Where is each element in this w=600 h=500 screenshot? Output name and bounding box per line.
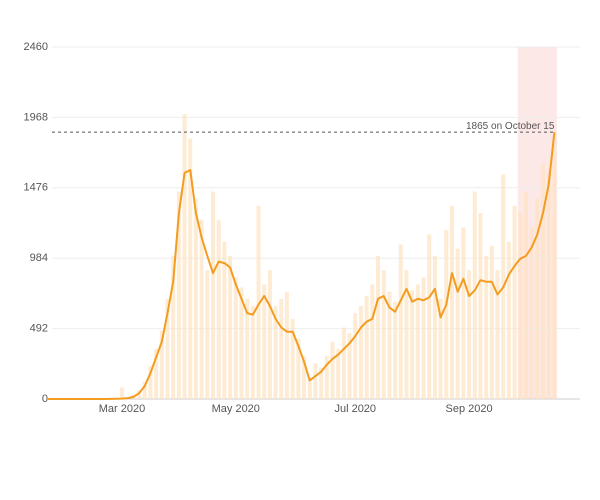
bar (489, 245, 494, 399)
bar (336, 348, 341, 399)
y-tick-label: 0 (42, 393, 48, 405)
bar (119, 387, 124, 399)
bar (159, 330, 164, 399)
bar (370, 284, 375, 399)
bar (387, 291, 392, 399)
bar (171, 255, 176, 399)
bar (461, 227, 466, 399)
bar (523, 191, 528, 399)
bar (404, 270, 409, 399)
bar (393, 301, 398, 399)
annotation-text: 1865 on October 15 (466, 121, 555, 132)
bar (478, 212, 483, 399)
bar (290, 318, 295, 399)
bar (472, 191, 477, 399)
bar (193, 198, 198, 399)
bar (506, 241, 511, 399)
bar (432, 255, 437, 399)
bar (467, 270, 472, 399)
bar (267, 270, 272, 399)
bar (233, 277, 238, 399)
y-tick-label: 1476 (24, 182, 48, 194)
bar (376, 255, 381, 399)
bar (245, 298, 250, 399)
bar (410, 290, 415, 399)
bar (381, 270, 386, 399)
bar (529, 227, 534, 399)
bar (552, 134, 557, 399)
bar (541, 162, 546, 399)
bar (148, 366, 153, 399)
bar (205, 270, 210, 399)
bar (216, 220, 221, 399)
bar (444, 230, 449, 399)
bar (415, 284, 420, 399)
y-tick-label: 1968 (24, 111, 48, 123)
bar (142, 381, 147, 399)
x-tick-label: Mar 2020 (99, 403, 145, 415)
bar (302, 356, 307, 399)
bar (273, 305, 278, 399)
x-tick-label: May 2020 (212, 403, 260, 415)
bar (307, 377, 312, 399)
bar (398, 244, 403, 399)
bar (182, 114, 187, 400)
bar (484, 255, 489, 399)
bar (279, 298, 284, 399)
line (48, 131, 556, 400)
bar (154, 348, 159, 399)
bar (341, 327, 346, 399)
y-tick-label: 492 (30, 323, 48, 335)
bar (228, 255, 233, 399)
bar (250, 305, 255, 399)
bar (211, 191, 216, 399)
bar (364, 295, 369, 399)
bar (495, 270, 500, 399)
bar (256, 205, 261, 399)
bar (176, 191, 181, 399)
bar (188, 138, 193, 399)
bar (438, 298, 443, 399)
bar (449, 205, 454, 399)
bar (284, 291, 289, 399)
bar (239, 287, 244, 399)
bar (199, 220, 204, 399)
bar (546, 170, 551, 399)
y-tick-label: 984 (30, 252, 48, 264)
bar (222, 241, 227, 399)
bar (319, 367, 324, 399)
bar (535, 198, 540, 399)
y-tick-label: 2460 (24, 41, 48, 53)
bar (455, 248, 460, 399)
bar (518, 212, 523, 399)
bar (324, 356, 329, 399)
bar (358, 305, 363, 399)
x-tick-label: Jul 2020 (334, 403, 376, 415)
bar (165, 298, 170, 399)
bar (512, 205, 517, 399)
bar (296, 338, 301, 399)
bar (421, 277, 426, 399)
bar (427, 234, 432, 399)
bar (347, 333, 352, 399)
x-tick-label: Sep 2020 (446, 403, 493, 415)
bar (330, 341, 335, 399)
bar (353, 313, 358, 399)
bar (262, 284, 267, 399)
bar (313, 363, 318, 399)
bar (137, 390, 142, 399)
